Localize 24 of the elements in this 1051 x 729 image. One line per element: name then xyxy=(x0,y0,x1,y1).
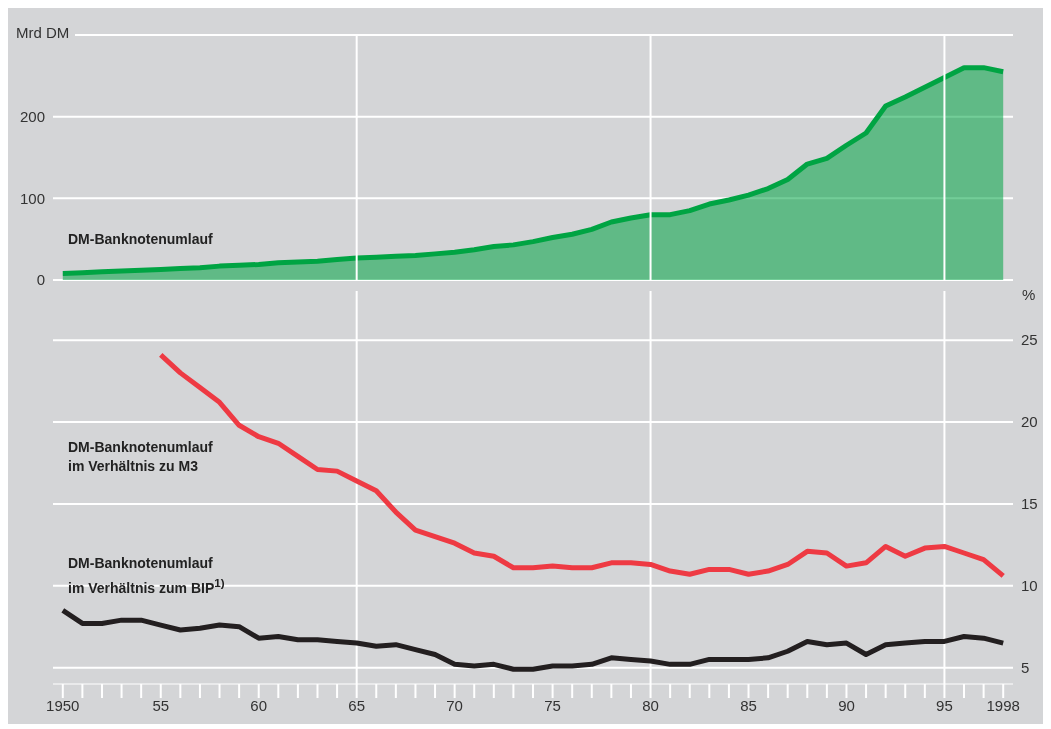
y2-tick-label: 20 xyxy=(1021,413,1038,431)
x-tick-label: 65 xyxy=(348,696,366,714)
x-tick-label: 55 xyxy=(152,696,170,714)
x-tick-label: 95 xyxy=(936,696,953,714)
series-label: DM-Banknotenumlauf xyxy=(68,230,214,249)
x-tick-label: 70 xyxy=(446,696,463,714)
y-axis-title: Mrd DM xyxy=(16,24,76,41)
x-tick-label: 1998 xyxy=(986,696,1020,714)
x-tick-label: 80 xyxy=(642,696,659,714)
x-tick-label: 60 xyxy=(250,696,268,714)
y2-tick-label: 10 xyxy=(1021,577,1038,595)
y2-tick-label: 5 xyxy=(1021,658,1030,676)
y-tick-label: 100 xyxy=(19,189,45,207)
x-tick-label: 75 xyxy=(544,696,561,714)
y-tick-label: 200 xyxy=(19,107,45,125)
y2-tick-label: 15 xyxy=(1021,495,1038,513)
x-tick-label: 85 xyxy=(740,696,757,714)
y-tick-label: 0 xyxy=(36,271,45,289)
series-label: DM-Banknotenumlauf im Verhältnis zum BIP$^{1)}$ xyxy=(68,554,226,598)
y2-tick-label: 25 xyxy=(1021,331,1038,349)
y2-axis-title: % xyxy=(1022,286,1036,303)
x-tick-label: 90 xyxy=(838,696,855,714)
text: DM-Banknotenumlauf im Verhältnis zu M3 xyxy=(68,438,214,476)
x-tick-label: 1950 xyxy=(46,696,80,714)
